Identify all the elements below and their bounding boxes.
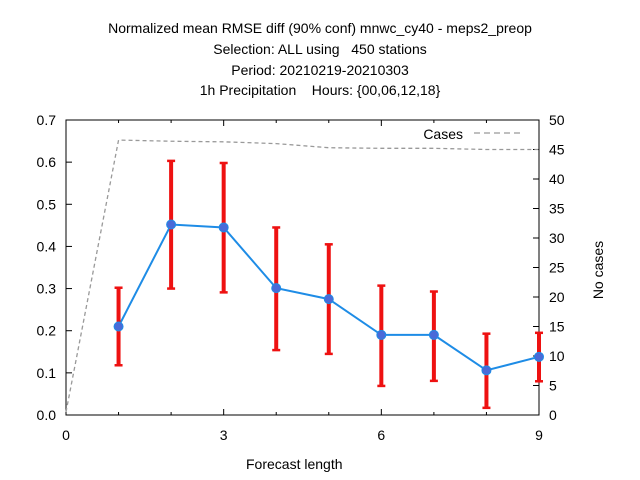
y-tick-label-4: 0.4 (37, 238, 57, 254)
data-point-1 (113, 321, 124, 332)
data-point-7 (428, 329, 439, 340)
y2-tick-label-0: 0 (549, 407, 557, 423)
legend-label-cases: Cases (423, 126, 463, 142)
plot-frame (65, 119, 540, 416)
chart-title-line-3: Period: 20210219-20210303 (231, 62, 409, 78)
data-point-8 (481, 365, 492, 376)
y-tick-label-2: 0.2 (37, 323, 57, 339)
x-axis-label: Forecast length (246, 456, 343, 472)
y2-tick-label-5: 25 (549, 260, 565, 276)
cases-line (65, 139, 539, 413)
y2-tick-label-6: 30 (549, 230, 565, 246)
y2-tick-label-4: 20 (549, 289, 565, 305)
x-tick-label-2: 6 (377, 427, 385, 443)
y2-tick-label-1: 5 (549, 378, 557, 394)
y2-tick-label-9: 45 (549, 142, 565, 158)
x-tick-label-1: 3 (220, 427, 228, 443)
y2-tick-label-7: 35 (549, 201, 565, 217)
cases-group (65, 139, 539, 413)
y-tick-label-6: 0.6 (37, 154, 57, 170)
chart-title-line-4: 1h Precipitation Hours: {00,06,12,18} (199, 82, 441, 98)
y-tick-label-5: 0.5 (37, 196, 57, 212)
data-point-4 (271, 283, 282, 294)
axes-group: 0.00.10.20.30.40.50.60.70510152025303540… (37, 112, 565, 443)
main-series-group (113, 159, 544, 410)
y-tick-label-3: 0.3 (37, 281, 57, 297)
y-tick-label-7: 0.7 (37, 112, 57, 128)
chart-title-line-1: Normalized mean RMSE diff (90% conf) mnw… (108, 20, 532, 36)
data-point-9 (534, 351, 544, 362)
data-point-2 (166, 219, 177, 230)
data-point-6 (376, 329, 387, 340)
data-point-3 (218, 222, 229, 233)
chart-title-line-2: Selection: ALL using 450 stations (213, 41, 427, 57)
legend-group: Cases (423, 126, 521, 142)
x-tick-label-3: 9 (535, 427, 543, 443)
data-point-5 (323, 294, 334, 305)
y2-axis-label: No cases (590, 240, 606, 300)
y2-tick-label-3: 15 (549, 319, 565, 335)
y-tick-label-0: 0.0 (37, 407, 57, 423)
y2-tick-label-8: 40 (549, 171, 565, 187)
y-tick-label-1: 0.1 (37, 365, 57, 381)
y2-tick-label-2: 10 (549, 348, 565, 364)
y2-tick-label-10: 50 (549, 112, 565, 128)
x-tick-label-0: 0 (62, 427, 70, 443)
